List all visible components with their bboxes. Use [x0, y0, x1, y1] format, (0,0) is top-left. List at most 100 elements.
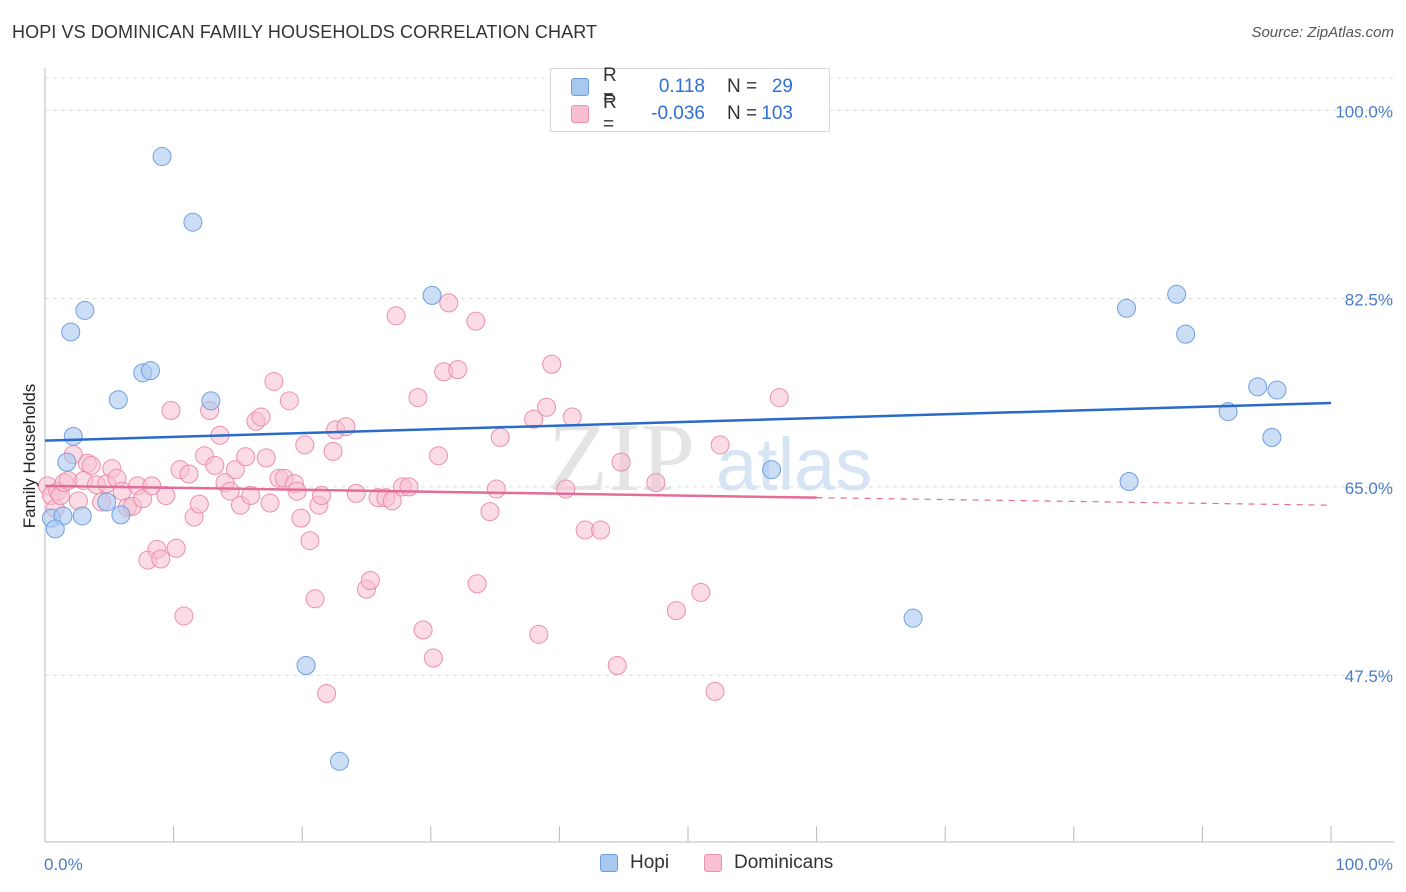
dominicans-point [279, 391, 299, 411]
grid-layer [45, 77, 1394, 676]
legend-row-dominicans: R = -0.036 N = 103 [571, 92, 793, 135]
hopi-point [63, 426, 83, 446]
dominicans-point [133, 489, 153, 509]
dominicans-point [408, 388, 428, 408]
dominicans-point [466, 311, 486, 331]
dominicans-point [429, 446, 449, 466]
dominicans-point [710, 435, 730, 455]
dominicans-point [346, 483, 366, 503]
legend-item-hopi: Hopi [600, 852, 669, 874]
hopi-point [296, 656, 316, 676]
dominicans-point [413, 620, 433, 640]
hopi-point [61, 322, 81, 342]
hopi-point [1176, 324, 1196, 344]
dominicans-point [467, 574, 487, 594]
trend-lines [44, 401, 1332, 506]
dominicans-point [705, 681, 725, 701]
y-axis-label: Family Households [20, 384, 39, 529]
series-legend: Hopi Dominicans [0, 852, 1406, 878]
hopi-point [111, 505, 131, 525]
hopi-point [762, 460, 782, 480]
dominicans-point [256, 448, 276, 468]
dominicans-point [562, 407, 582, 427]
hopi-legend-label: Hopi [630, 852, 670, 873]
hopi-point [1248, 377, 1268, 397]
dominicans-point [291, 508, 311, 528]
dom-n-value: 103 [761, 103, 793, 124]
dominicans-point [81, 455, 101, 475]
dominicans-point [220, 481, 240, 501]
dominicans-point [174, 606, 194, 626]
dominicans-point [205, 455, 225, 475]
dominicans-point [166, 538, 186, 558]
dominicans-trend-extension [816, 497, 1332, 506]
dominicans-point [323, 441, 343, 461]
dom-r-label: R = [603, 92, 617, 135]
chart-title: HOPI VS DOMINICAN FAMILY HOUSEHOLDS CORR… [12, 22, 598, 42]
hopi-point [45, 519, 65, 539]
dominicans-point [317, 684, 337, 704]
hopi-point [140, 361, 160, 381]
dominicans-point [691, 582, 711, 602]
hopi-point [1119, 472, 1139, 492]
dominicans-point [260, 493, 280, 513]
dominicans-point [236, 447, 256, 467]
hopi-point [1167, 284, 1187, 304]
dominicans-point [490, 427, 510, 447]
dominicans-point [591, 520, 611, 540]
dominicans-point [360, 571, 380, 591]
hopi-point [329, 751, 349, 771]
x-tick-label: 100.0% [1335, 855, 1393, 874]
axis-layer: 100.0% 82.5% 65.0% 47.5% 0.0% 100.0% [44, 68, 1394, 874]
dominicans-point [607, 656, 627, 676]
hopi-point [183, 212, 203, 232]
dominicans-trend-line [44, 484, 817, 499]
hopi-r-value: 0.118 [658, 76, 705, 97]
dominicans-point [142, 476, 162, 496]
dominicans-point [556, 479, 576, 499]
dominicans-point [161, 401, 181, 421]
hopi-r-label: R = [603, 65, 617, 108]
hopi-point [57, 452, 77, 472]
dominicans-point [448, 360, 468, 380]
hopi-legend-swatch [600, 854, 618, 872]
dominicans-point [542, 354, 562, 374]
dominicans-legend-swatch [704, 854, 722, 872]
watermark-atlas: atlas [716, 423, 872, 506]
dominicans-point [423, 648, 443, 668]
hopi-point [152, 147, 172, 167]
hopi-swatch [571, 78, 589, 96]
hopi-n-value: 29 [771, 76, 793, 97]
hopi-points [41, 147, 1287, 771]
dominicans-point [151, 549, 171, 569]
hopi-point [108, 390, 128, 410]
hopi-n-label: N = [727, 76, 758, 97]
hopi-point [1262, 427, 1282, 447]
dominicans-point [300, 531, 320, 551]
dominicans-point [287, 481, 307, 501]
source-label: Source: ZipAtlas.com [1251, 24, 1394, 41]
dominicans-point [305, 589, 325, 609]
dominicans-point [386, 306, 406, 326]
dominicans-legend-label: Dominicans [734, 852, 834, 873]
dominicans-point [264, 371, 284, 391]
hopi-point [903, 608, 923, 628]
dominicans-point [666, 601, 686, 621]
stats-legend: R = 0.118 N = 29 R = -0.036 N = 103 [550, 65, 830, 135]
hopi-point [422, 285, 442, 305]
dominicans-point [537, 397, 557, 417]
dominicans-point [251, 407, 271, 427]
y-tick-label: 65.0% [1345, 479, 1393, 498]
dominicans-point [646, 473, 666, 493]
dom-n-label: N = [727, 103, 758, 124]
dominicans-point [524, 409, 544, 429]
dominicans-point [486, 479, 506, 499]
dominicans-point [179, 464, 199, 484]
dominicans-point [439, 293, 459, 313]
legend-item-dominicans: Dominicans [704, 852, 833, 874]
dominicans-point [295, 435, 315, 455]
dominicans-point [529, 624, 549, 644]
dom-r-value: -0.036 [651, 103, 705, 124]
x-tick-label: 0.0% [44, 855, 83, 874]
